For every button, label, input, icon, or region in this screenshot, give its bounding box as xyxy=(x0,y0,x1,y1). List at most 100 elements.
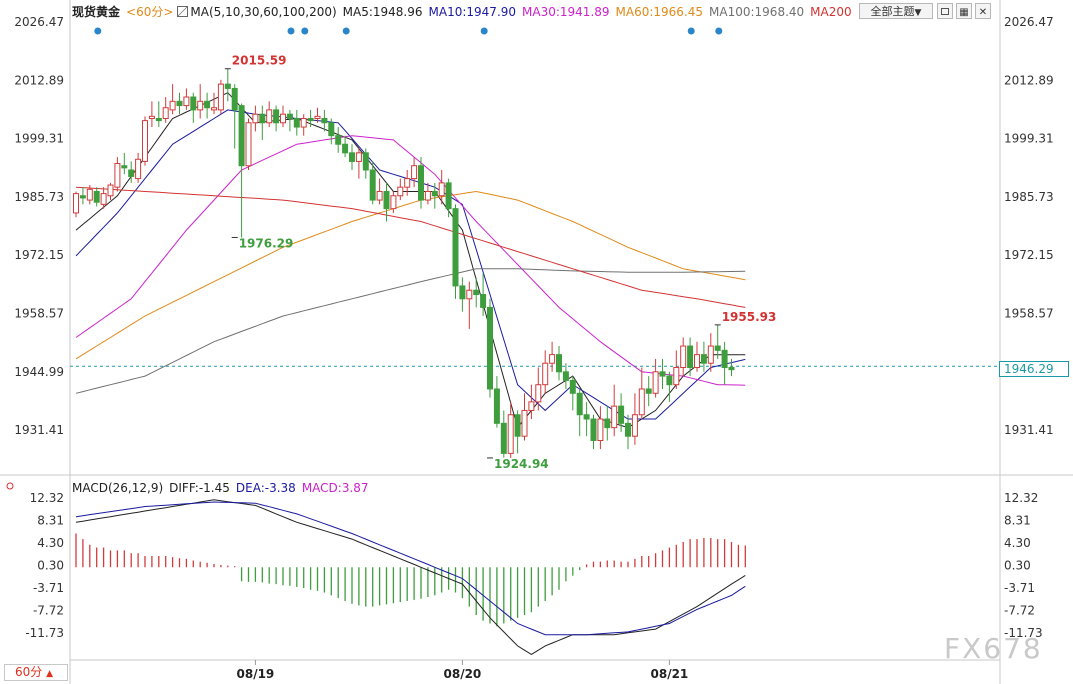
candle-body xyxy=(487,306,493,390)
candle-body xyxy=(556,354,562,373)
x-tick-label: 08/20 xyxy=(444,667,482,681)
period-tab[interactable]: 60分 ▲ xyxy=(4,664,68,681)
macd-dea-line xyxy=(75,501,746,636)
candle-body xyxy=(528,401,535,411)
y-tick-left: 2026.47 xyxy=(14,15,64,29)
candle-body xyxy=(197,100,204,111)
candle-body xyxy=(321,117,328,124)
candle-body xyxy=(542,362,549,386)
candle-body xyxy=(687,345,694,369)
candle-body xyxy=(224,83,231,89)
candle-body xyxy=(645,388,652,394)
candle-body xyxy=(466,289,473,300)
grid-button[interactable]: ▦ xyxy=(956,3,972,19)
candle-body xyxy=(631,414,638,437)
watermark-logo: FX678 xyxy=(944,632,1043,665)
candle-body xyxy=(100,193,107,205)
event-marker-icon xyxy=(715,27,723,35)
theme-select-label: 全部主题 xyxy=(870,5,915,18)
candle-body xyxy=(590,418,597,442)
candle-body xyxy=(514,414,521,437)
candle-body xyxy=(424,190,431,201)
candle-body xyxy=(673,367,680,386)
macd-legend: MACD(26,12,9) DIFF:-1.45 DEA:-3.38 MACD:3.8… xyxy=(72,480,375,496)
ma-value-0: MA5:1948.96 xyxy=(342,5,423,19)
candle-body xyxy=(142,120,148,162)
candle-body xyxy=(569,379,576,394)
candle-body xyxy=(452,208,459,287)
candle-body xyxy=(266,109,273,124)
candle-body xyxy=(183,96,190,107)
candle-body xyxy=(418,165,424,201)
event-marker-icon xyxy=(480,27,488,35)
candle-body xyxy=(231,87,238,111)
macd-tick-right: -7.72 xyxy=(1004,604,1035,618)
candle-body xyxy=(480,294,487,308)
candle-body xyxy=(625,422,631,437)
x-tick-label: 08/21 xyxy=(651,667,689,681)
candle-body xyxy=(190,96,197,111)
restore-button[interactable] xyxy=(937,3,953,19)
candle-body xyxy=(245,122,252,167)
candle-body xyxy=(259,113,266,124)
candle-body xyxy=(700,354,707,364)
candle-body xyxy=(349,152,355,162)
grid-icon: ▦ xyxy=(959,7,969,18)
period-label: <60分> xyxy=(126,5,174,19)
y-tick-right: 1972.15 xyxy=(1004,248,1054,262)
candle-body xyxy=(583,414,590,420)
candle-body xyxy=(169,100,176,111)
candle-body xyxy=(107,184,114,197)
event-marker-icon xyxy=(94,27,102,35)
candle-body xyxy=(652,371,659,394)
candle-body xyxy=(280,113,286,124)
candle-body xyxy=(618,405,625,424)
candle-body xyxy=(411,165,418,180)
candle-body xyxy=(300,117,307,128)
candle-body xyxy=(128,169,135,177)
candle-body xyxy=(148,115,155,119)
candle-body xyxy=(680,345,687,369)
candle-body xyxy=(445,182,452,210)
macd-tick-right: 12.32 xyxy=(1004,491,1038,505)
y-tick-left: 1944.99 xyxy=(14,365,64,379)
ma-value-4: MA100:1968.40 xyxy=(709,5,805,19)
candle-body xyxy=(397,186,404,197)
chevron-down-icon: ▼ xyxy=(914,8,922,18)
macd-tick-left: 8.31 xyxy=(37,514,64,528)
candle-body xyxy=(459,285,466,300)
candle-body xyxy=(342,143,349,154)
candle-body xyxy=(73,193,79,214)
price-annotation: 1924.94 xyxy=(494,457,549,471)
candle-body xyxy=(694,354,700,369)
period-tab-label: 60分 xyxy=(15,665,43,679)
ma-legend: 现货黄金 <60分> MA(5,10,30,60,100,200) MA5:1948.… xyxy=(72,4,864,20)
candle-body xyxy=(666,375,673,386)
theme-select[interactable]: 全部主题▼ xyxy=(859,3,933,19)
price-annotation: 1976.29 xyxy=(239,236,294,250)
y-tick-right: 1999.31 xyxy=(1004,132,1054,146)
ma-toggle-icon[interactable] xyxy=(177,6,189,17)
y-tick-left: 1972.15 xyxy=(14,248,64,262)
candle-body xyxy=(493,388,500,424)
price-annotation: 2015.59 xyxy=(232,54,287,68)
candle-body xyxy=(404,178,411,188)
ma-spec: MA(5,10,30,60,100,200) xyxy=(190,5,337,19)
macd-value: MACD:3.87 xyxy=(301,481,369,495)
y-tick-right: 1931.41 xyxy=(1004,423,1054,437)
close-button[interactable]: ✕ xyxy=(975,3,991,19)
macd-tick-right: 8.31 xyxy=(1004,514,1031,528)
candle-body xyxy=(438,182,445,197)
candle-body xyxy=(431,190,438,197)
candle-body xyxy=(93,190,100,203)
ma-line-ma60 xyxy=(75,190,746,360)
candle-body xyxy=(79,195,86,199)
y-tick-left: 2012.89 xyxy=(14,73,64,87)
y-tick-right: 1985.73 xyxy=(1004,190,1054,204)
candle-body xyxy=(535,384,542,403)
candle-body xyxy=(121,165,128,169)
candle-body xyxy=(335,135,342,145)
ma-line-ma30 xyxy=(75,135,746,386)
candle-body xyxy=(604,418,611,429)
y-tick-right: 2026.47 xyxy=(1004,15,1054,29)
